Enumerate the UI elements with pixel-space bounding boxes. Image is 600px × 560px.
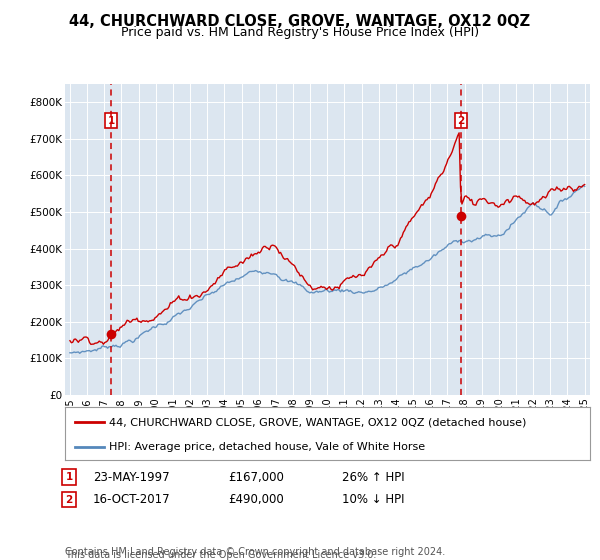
Text: 44, CHURCHWARD CLOSE, GROVE, WANTAGE, OX12 0QZ (detached house): 44, CHURCHWARD CLOSE, GROVE, WANTAGE, OX… bbox=[109, 417, 527, 427]
Text: 16-OCT-2017: 16-OCT-2017 bbox=[93, 493, 170, 506]
Text: 1: 1 bbox=[107, 115, 115, 125]
Text: This data is licensed under the Open Government Licence v3.0.: This data is licensed under the Open Gov… bbox=[65, 550, 376, 560]
Text: HPI: Average price, detached house, Vale of White Horse: HPI: Average price, detached house, Vale… bbox=[109, 442, 425, 452]
Text: 23-MAY-1997: 23-MAY-1997 bbox=[93, 470, 170, 484]
Text: 44, CHURCHWARD CLOSE, GROVE, WANTAGE, OX12 0QZ: 44, CHURCHWARD CLOSE, GROVE, WANTAGE, OX… bbox=[70, 14, 530, 29]
Text: Contains HM Land Registry data © Crown copyright and database right 2024.: Contains HM Land Registry data © Crown c… bbox=[65, 547, 445, 557]
Text: 2: 2 bbox=[65, 494, 73, 505]
Text: £490,000: £490,000 bbox=[228, 493, 284, 506]
Text: £167,000: £167,000 bbox=[228, 470, 284, 484]
Text: 10% ↓ HPI: 10% ↓ HPI bbox=[342, 493, 404, 506]
Text: 26% ↑ HPI: 26% ↑ HPI bbox=[342, 470, 404, 484]
Text: 1: 1 bbox=[65, 472, 73, 482]
Text: 2: 2 bbox=[457, 115, 464, 125]
Text: Price paid vs. HM Land Registry's House Price Index (HPI): Price paid vs. HM Land Registry's House … bbox=[121, 26, 479, 39]
